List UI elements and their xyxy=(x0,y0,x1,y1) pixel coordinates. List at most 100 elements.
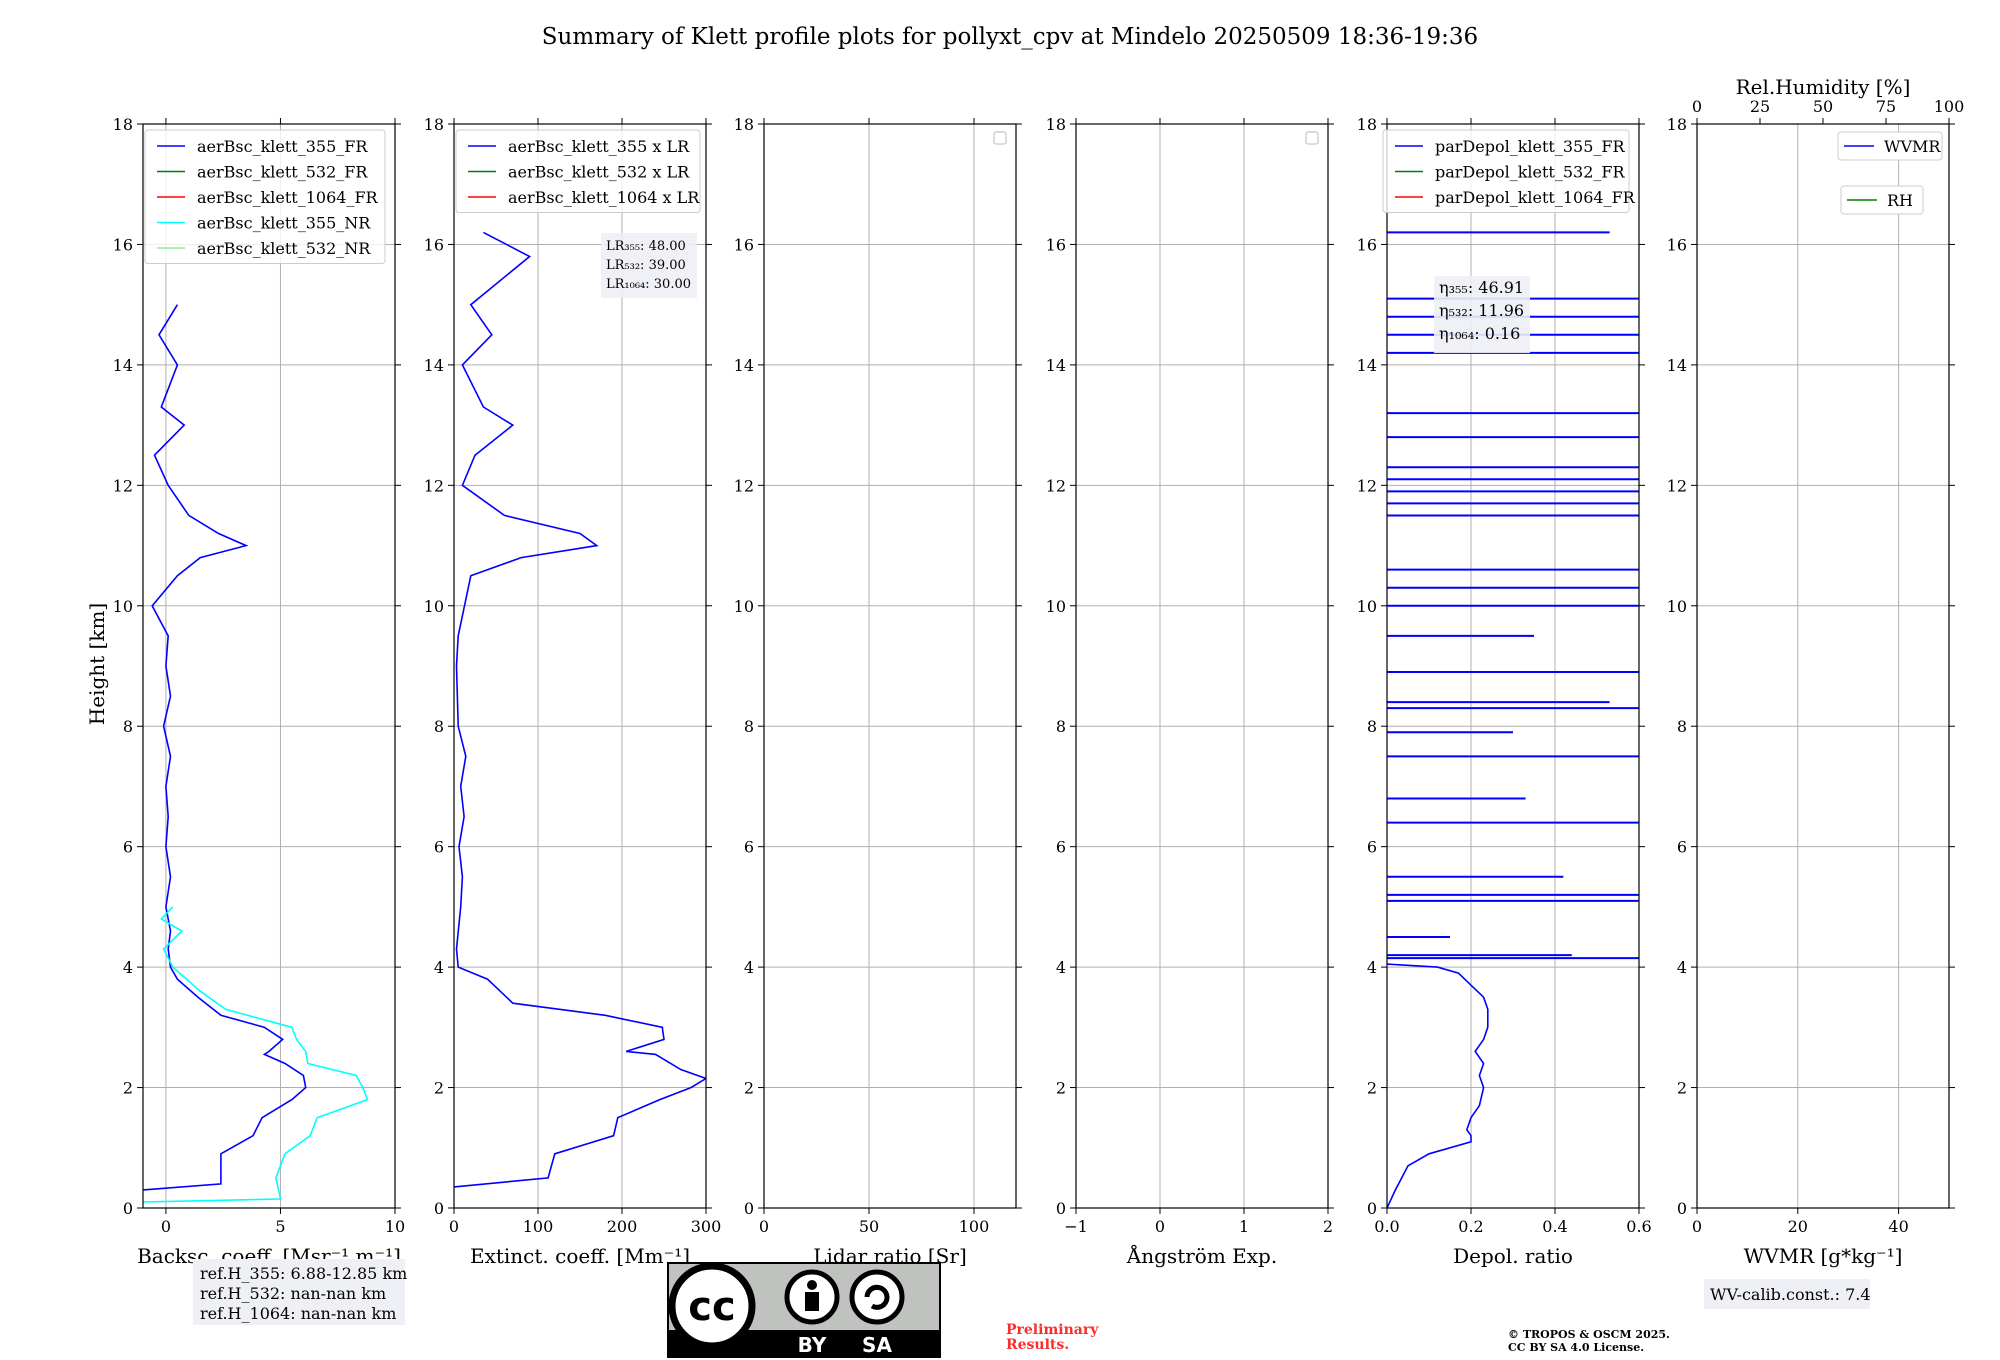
annotation-box xyxy=(601,233,697,298)
legend-label: WVMR xyxy=(1884,137,1941,156)
y-tick-label: 8 xyxy=(1677,717,1687,736)
figure-title: Summary of Klett profile plots for polly… xyxy=(542,24,1478,50)
y-tick-label: 6 xyxy=(744,838,754,857)
annotation-text: η₁₀₆₄: 0.16 xyxy=(1439,324,1520,343)
y-tick-label: 4 xyxy=(1677,958,1687,977)
legend-box xyxy=(1840,185,1924,215)
x-tick-label: 0 xyxy=(759,1217,769,1236)
y-tick-label: 0 xyxy=(434,1199,444,1218)
legend-label: aerBsc_klett_532_FR xyxy=(197,163,368,182)
legend-label: aerBsc_klett_1064 x LR xyxy=(508,188,700,207)
y-tick-label: 18 xyxy=(424,115,444,134)
y-tick-label: 6 xyxy=(1677,838,1687,857)
x-tick-label: 40 xyxy=(1888,1217,1908,1236)
y-tick-label: 10 xyxy=(734,597,754,616)
y-tick-label: 0 xyxy=(744,1199,754,1218)
legend-label: aerBsc_klett_532 x LR xyxy=(508,163,690,182)
annotation-text: η₅₃₂: 11.96 xyxy=(1439,301,1524,320)
panel-depol: 0 2 4 6 8 10 12 14 16 18 0.0 0.2 0.4 0.6 Depol. ratio p… xyxy=(1357,115,1652,1268)
series-line-aerBsc_klett_355_FR xyxy=(143,304,307,1191)
x-tick-label: 0.6 xyxy=(1626,1217,1651,1236)
y-tick-label: 16 xyxy=(1046,235,1066,254)
data-layer xyxy=(454,231,706,1188)
sa-label: SA xyxy=(862,1333,892,1357)
legend-label: parDepol_klett_355_FR xyxy=(1435,137,1626,156)
y-tick-label: 2 xyxy=(744,1079,754,1098)
top-x-tick-label: 0 xyxy=(1692,97,1702,116)
y-tick-label: 14 xyxy=(1667,356,1687,375)
preliminary-line-2: Results. xyxy=(1006,1337,1069,1353)
wv-calib-text: WV-calib.const.: 7.4 xyxy=(1710,1285,1871,1304)
svg-text:cc: cc xyxy=(688,1284,735,1330)
y-tick-label: 4 xyxy=(123,958,133,977)
y-tick-label: 14 xyxy=(1046,356,1066,375)
y-tick-label: 6 xyxy=(1367,838,1377,857)
y-tick-label: 14 xyxy=(1357,356,1377,375)
x-tick-label: 0 xyxy=(449,1217,459,1236)
x-tick-label: 200 xyxy=(607,1217,638,1236)
y-tick-label: 18 xyxy=(1046,115,1066,134)
y-tick-label: 2 xyxy=(123,1079,133,1098)
x-axis-label: Depol. ratio xyxy=(1453,1244,1573,1268)
top-x-tick-label: 100 xyxy=(1934,97,1965,116)
x-tick-label: 1 xyxy=(1239,1217,1249,1236)
legend-label: parDepol_klett_1064_FR xyxy=(1435,188,1636,207)
legend-box xyxy=(455,129,701,213)
wv-calib-box: WV-calib.const.: 7.4 xyxy=(1704,1279,1871,1309)
axes-frame xyxy=(142,123,396,1209)
y-tick-label: 10 xyxy=(424,597,444,616)
x-axis-label: Ångström Exp. xyxy=(1126,1243,1277,1268)
y-tick-label: 12 xyxy=(424,476,444,495)
y-tick-label: 10 xyxy=(113,597,133,616)
y-tick-label: 6 xyxy=(434,838,444,857)
legend-box xyxy=(1837,131,1943,161)
y-tick-label: 10 xyxy=(1667,597,1687,616)
top-x-axis-label: Rel.Humidity [%] xyxy=(1736,75,1911,99)
x-tick-label: 0.4 xyxy=(1542,1217,1567,1236)
series-line-aerBsc_klett_355_NR xyxy=(143,906,369,1203)
x-axis-label: WVMR [g*kg⁻¹] xyxy=(1744,1244,1903,1268)
axes-frame xyxy=(1386,123,1640,1209)
legend-label: parDepol_klett_532_FR xyxy=(1435,163,1626,182)
y-tick-label: 18 xyxy=(113,115,133,134)
y-tick-label: 4 xyxy=(434,958,444,977)
legend-label: aerBsc_klett_355_NR xyxy=(197,214,371,233)
x-tick-label: 100 xyxy=(959,1217,990,1236)
x-tick-label: 0.2 xyxy=(1458,1217,1483,1236)
annotation-box xyxy=(1434,276,1530,353)
empty-legend-box xyxy=(993,131,1007,145)
top-x-tick-label: 75 xyxy=(1876,97,1896,116)
y-tick-label: 4 xyxy=(1367,958,1377,977)
y-tick-label: 18 xyxy=(1357,115,1377,134)
x-tick-label: 100 xyxy=(523,1217,554,1236)
copyright-line-2: CC BY SA 4.0 License. xyxy=(1508,1341,1644,1354)
x-tick-label: 0 xyxy=(1155,1217,1165,1236)
y-tick-label: 12 xyxy=(734,476,754,495)
x-tick-label: 0.0 xyxy=(1374,1217,1399,1236)
axes-frame xyxy=(763,123,1017,1209)
y-tick-label: 14 xyxy=(734,356,754,375)
y-tick-label: 10 xyxy=(1046,597,1066,616)
axes-frame xyxy=(1696,123,1950,1209)
x-tick-label: 0 xyxy=(161,1217,171,1236)
copyright-line-1: © TROPOS & OSCM 2025. xyxy=(1508,1328,1670,1341)
y-tick-label: 2 xyxy=(1367,1079,1377,1098)
y-tick-label: 2 xyxy=(1677,1079,1687,1098)
x-tick-label: −1 xyxy=(1064,1217,1088,1236)
y-tick-label: 14 xyxy=(424,356,444,375)
y-tick-label: 8 xyxy=(123,717,133,736)
y-tick-label: 4 xyxy=(1056,958,1066,977)
y-tick-label: 0 xyxy=(1056,1199,1066,1218)
annotation-text: LR₃₅₅: 48.00 xyxy=(606,239,686,254)
y-tick-label: 16 xyxy=(1357,235,1377,254)
legend-label: aerBsc_klett_1064_FR xyxy=(197,188,379,207)
axes-frame xyxy=(1075,123,1329,1209)
y-tick-label: 8 xyxy=(1367,717,1377,736)
axes-frame xyxy=(453,123,707,1209)
y-tick-label: 8 xyxy=(744,717,754,736)
annotation-text: LR₅₃₂: 39.00 xyxy=(606,258,686,273)
by-label: BY xyxy=(798,1333,827,1357)
